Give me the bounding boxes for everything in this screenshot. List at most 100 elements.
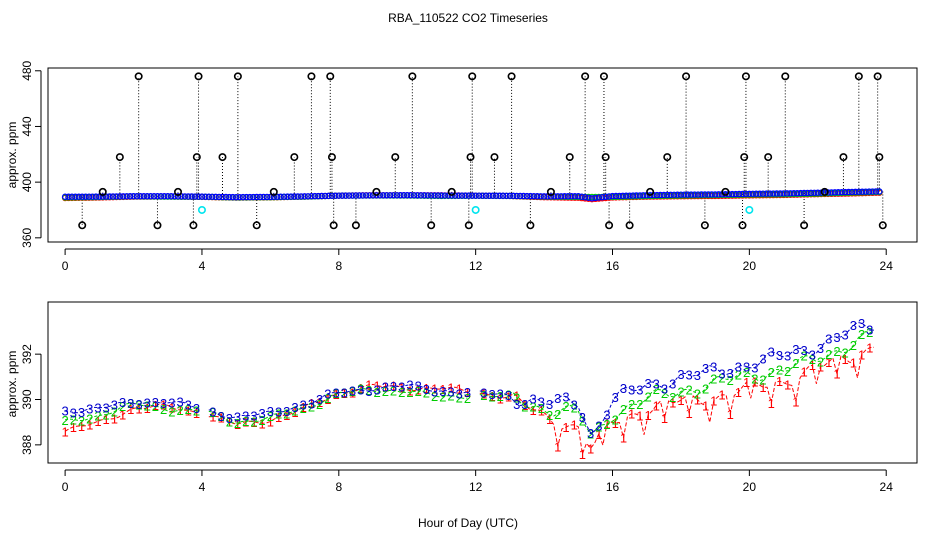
spike-point (740, 153, 749, 162)
baseline-point (831, 189, 839, 196)
baseline-point (407, 192, 414, 199)
bottom-x-tick-label: 0 (62, 480, 69, 494)
series-marker-2: 2 (357, 382, 364, 397)
series-marker-3: 3 (185, 398, 192, 413)
baseline-point (835, 189, 842, 196)
baseline-point (321, 192, 329, 200)
baseline-point (776, 190, 784, 197)
series-marker-2: 2 (603, 417, 610, 432)
series-marker-2: 2 (447, 388, 454, 403)
spike-point (115, 153, 124, 162)
cyan-point (745, 205, 754, 214)
series-line-2 (65, 331, 875, 434)
spike-point (351, 221, 360, 230)
series-marker-1: 1 (316, 395, 323, 410)
bottom-y-tick-label: 390 (20, 389, 34, 409)
spike-point (507, 72, 516, 81)
baseline-point (753, 190, 760, 197)
series-marker-2: 2 (365, 383, 372, 398)
series-marker-3: 3 (603, 407, 610, 422)
series-marker-1: 1 (103, 412, 110, 427)
baseline-point (622, 192, 630, 199)
spike-point (820, 187, 829, 196)
series-marker-1: 1 (119, 408, 126, 423)
baseline-point (99, 193, 106, 200)
series-marker-3: 3 (464, 385, 471, 400)
baseline-point (790, 190, 798, 197)
baseline-point (674, 191, 681, 198)
top-x-tick-label: 8 (335, 259, 342, 273)
series-marker-3: 3 (628, 382, 635, 397)
series-marker-3: 3 (382, 379, 389, 394)
baseline-point (308, 193, 315, 200)
baseline-point (366, 192, 373, 199)
series-marker-1: 1 (538, 404, 545, 419)
series-marker-2: 2 (562, 399, 569, 414)
baseline-point (482, 192, 490, 199)
baseline-point (486, 192, 493, 199)
series-marker-3: 3 (94, 400, 101, 415)
baseline-point (311, 192, 319, 200)
spike-point (307, 72, 316, 81)
top-y-tick-label: 400 (20, 172, 34, 192)
baseline-point (219, 193, 226, 201)
series-marker-2: 2 (710, 372, 717, 387)
bottom-x-tick-label: 20 (743, 480, 757, 494)
spike-point (427, 221, 436, 230)
spike-point (174, 187, 183, 196)
cyan-point (197, 205, 206, 214)
series-marker-3: 3 (135, 397, 142, 412)
baseline-point (534, 193, 541, 200)
series-marker-3: 3 (661, 382, 668, 397)
series-marker-2: 2 (759, 373, 766, 388)
spike-point (546, 187, 555, 196)
series-marker-3: 3 (842, 328, 849, 343)
spike-point (741, 72, 750, 81)
baseline-point (458, 192, 466, 199)
baseline-point (362, 192, 370, 199)
series-marker-2: 2 (644, 390, 651, 405)
spike-point (625, 221, 634, 230)
baseline-point (356, 192, 363, 199)
series-marker-1: 1 (185, 403, 192, 418)
series-marker-3: 3 (718, 366, 725, 381)
baseline-point (404, 192, 411, 199)
series-marker-3: 3 (562, 390, 569, 405)
baseline-point (475, 192, 483, 199)
series-marker-2: 2 (78, 414, 85, 429)
series-marker-1: 1 (168, 401, 175, 416)
series-marker-3: 3 (587, 426, 594, 441)
top-y-axis-label: approx. ppm (5, 122, 19, 189)
baseline-point (167, 193, 175, 200)
series-marker-1: 1 (850, 356, 857, 371)
series-marker-2: 2 (119, 399, 126, 414)
top-x-tick-label: 4 (199, 259, 206, 273)
top-plot-frame (47, 67, 918, 243)
series-marker-1: 1 (176, 403, 183, 418)
series-marker-3: 3 (86, 401, 93, 416)
series-marker-2: 2 (103, 408, 110, 423)
baseline-point (848, 188, 856, 196)
series-marker-1: 1 (111, 412, 118, 427)
baseline-point (749, 190, 756, 197)
series-marker-1: 1 (661, 411, 668, 426)
series-marker-3: 3 (735, 359, 742, 374)
baseline-point (123, 193, 130, 200)
series-marker-2: 2 (792, 356, 799, 371)
series-marker-3: 3 (456, 386, 463, 401)
bottom-y-tick-label: 392 (20, 344, 34, 364)
baseline-point (144, 193, 151, 200)
series-marker-1: 1 (497, 391, 504, 406)
baseline-point (588, 195, 596, 202)
spike-point (663, 153, 672, 162)
baseline-point (462, 192, 469, 199)
baseline-point (807, 189, 815, 197)
series-marker-2: 2 (456, 390, 463, 405)
baseline-point (441, 192, 449, 199)
series-marker-1: 1 (398, 381, 405, 396)
series-marker-1: 1 (234, 417, 241, 432)
baseline-point (770, 190, 777, 197)
series-marker-3: 3 (267, 404, 274, 419)
spike-point (468, 72, 477, 81)
series-marker-2: 2 (530, 400, 537, 415)
